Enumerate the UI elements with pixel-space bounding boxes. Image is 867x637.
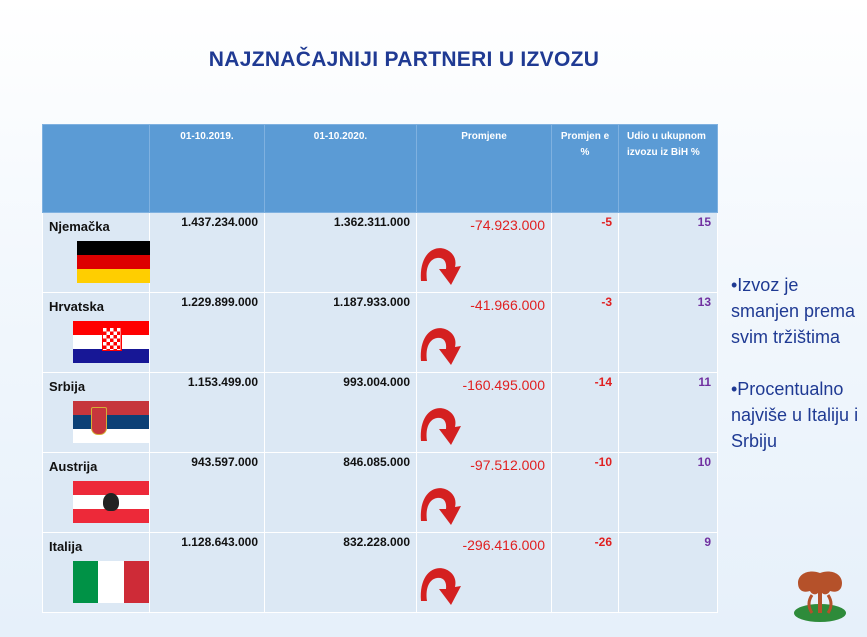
value-2020: 832.228.000 bbox=[264, 532, 417, 613]
value-2019: 943.597.000 bbox=[149, 452, 265, 533]
change-percent: -10 bbox=[551, 452, 619, 533]
header-2019: 01-10.2019. bbox=[149, 124, 265, 213]
red-curved-down-arrow-icon bbox=[420, 328, 461, 365]
header-share: Udio u ukupnom izvozu iz BiH % bbox=[618, 124, 718, 213]
austria-flag bbox=[73, 481, 149, 523]
country-name: Hrvatska bbox=[49, 299, 104, 314]
change-percent: -3 bbox=[551, 292, 619, 373]
header-change-percent: Promjen e % bbox=[551, 124, 619, 213]
table-header-row: 01-10.2019. 01-10.2020. Promjene Promjen… bbox=[42, 124, 718, 213]
red-curved-down-arrow-icon bbox=[420, 568, 461, 605]
share-percent: 9 bbox=[618, 532, 718, 613]
italy-flag bbox=[73, 561, 149, 603]
germany-flag bbox=[77, 241, 153, 283]
share-percent: 10 bbox=[618, 452, 718, 533]
change-value: -74.923.000 bbox=[470, 217, 545, 233]
change-percent: -26 bbox=[551, 532, 619, 613]
red-curved-down-arrow-icon bbox=[420, 488, 461, 525]
page-title: NAJZNAČAJNIJI PARTNERI U IZVOZU bbox=[208, 48, 600, 71]
change-percent: -5 bbox=[551, 212, 619, 293]
value-2020: 1.187.933.000 bbox=[264, 292, 417, 373]
value-2020: 1.362.311.000 bbox=[264, 212, 417, 293]
bullet-item: •Izvoz je smanjen prema svim tržištima bbox=[731, 275, 856, 347]
table-row: Njemačka 1.437.234.000 1.362.311.000 -74… bbox=[42, 212, 718, 293]
header-country bbox=[42, 124, 150, 213]
value-2019: 1.229.899.000 bbox=[149, 292, 265, 373]
header-change: Promjene bbox=[416, 124, 552, 213]
change-percent: -14 bbox=[551, 372, 619, 453]
change-value: -160.495.000 bbox=[462, 377, 545, 393]
country-name: Njemačka bbox=[49, 219, 110, 234]
value-2019: 1.153.499.00 bbox=[149, 372, 265, 453]
red-curved-down-arrow-icon bbox=[420, 248, 461, 285]
share-percent: 13 bbox=[618, 292, 718, 373]
tree-logo-icon bbox=[794, 571, 846, 622]
change-value: -97.512.000 bbox=[470, 457, 545, 473]
bullet-item: •Procentualno najviše u Italiju i Srbiju bbox=[731, 379, 859, 451]
summary-bullets: •Izvoz je smanjen prema svim tržištima •… bbox=[731, 272, 867, 480]
table-row: Srbija 1.153.499.00 993.004.000 -160.495… bbox=[42, 372, 718, 453]
table-row: Hrvatska 1.229.899.000 1.187.933.000 -41… bbox=[42, 292, 718, 373]
share-percent: 11 bbox=[618, 372, 718, 453]
croatia-flag bbox=[73, 321, 149, 363]
table-row: Italija 1.128.643.000 832.228.000 -296.4… bbox=[42, 532, 718, 613]
serbia-flag bbox=[73, 401, 149, 443]
value-2019: 1.437.234.000 bbox=[149, 212, 265, 293]
value-2020: 993.004.000 bbox=[264, 372, 417, 453]
value-2020: 846.085.000 bbox=[264, 452, 417, 533]
value-2019: 1.128.643.000 bbox=[149, 532, 265, 613]
header-2020: 01-10.2020. bbox=[264, 124, 417, 213]
red-curved-down-arrow-icon bbox=[420, 408, 461, 445]
country-name: Austrija bbox=[49, 459, 98, 474]
table-row: Austrija 943.597.000 846.085.000 -97.512… bbox=[42, 452, 718, 533]
export-partners-table: 01-10.2019. 01-10.2020. Promjene Promjen… bbox=[42, 124, 718, 613]
change-value: -41.966.000 bbox=[470, 297, 545, 313]
country-name: Italija bbox=[49, 539, 83, 554]
country-name: Srbija bbox=[49, 379, 86, 394]
change-value: -296.416.000 bbox=[462, 537, 545, 553]
share-percent: 15 bbox=[618, 212, 718, 293]
